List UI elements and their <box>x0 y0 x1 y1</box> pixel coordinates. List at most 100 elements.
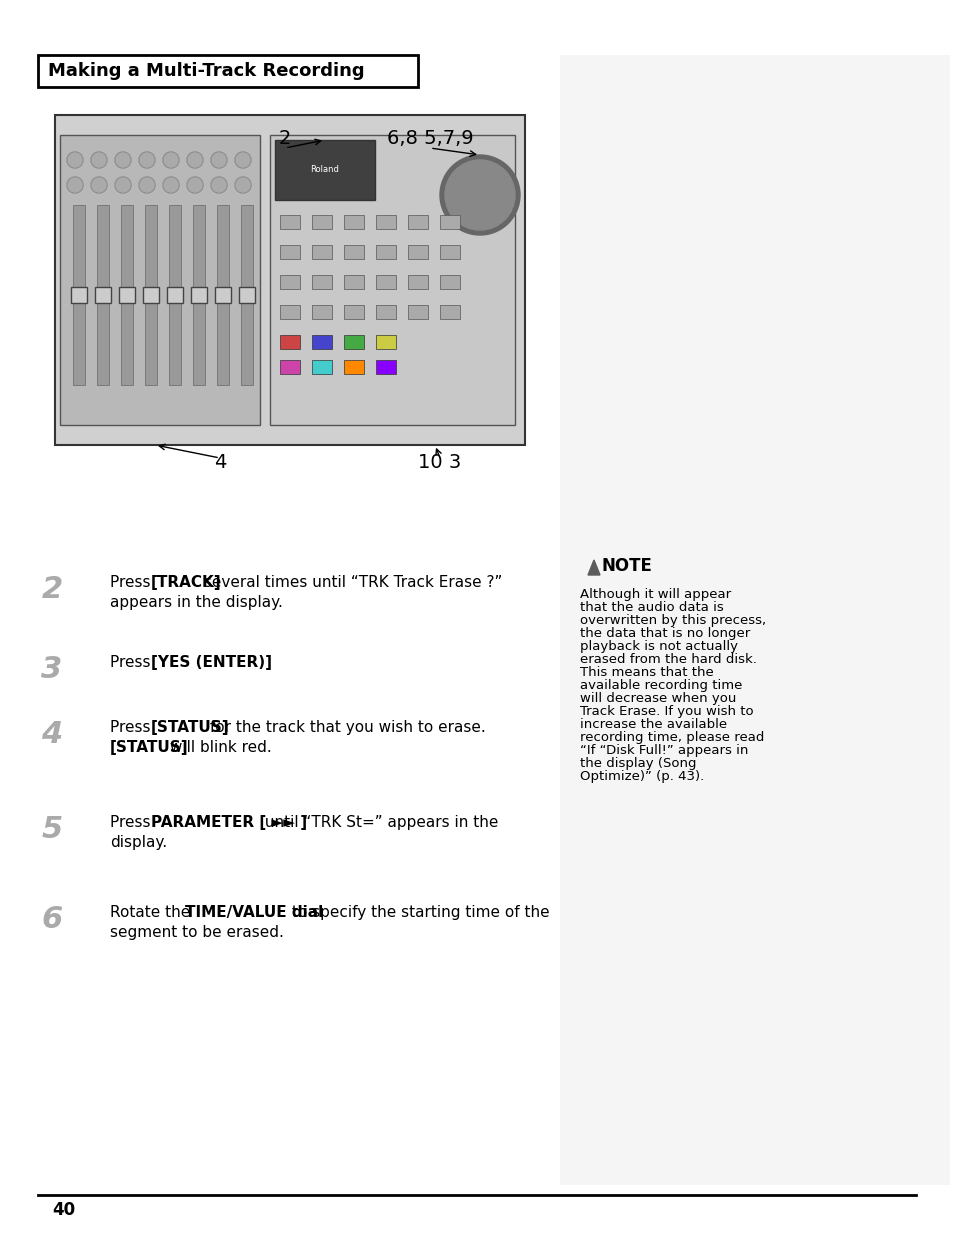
FancyBboxPatch shape <box>193 205 205 385</box>
FancyBboxPatch shape <box>216 205 229 385</box>
FancyBboxPatch shape <box>270 135 515 424</box>
Text: segment to be erased.: segment to be erased. <box>110 925 284 939</box>
Text: 2: 2 <box>278 129 291 148</box>
Text: 5: 5 <box>41 815 63 844</box>
FancyBboxPatch shape <box>312 276 332 289</box>
Circle shape <box>234 177 251 194</box>
Circle shape <box>163 177 179 194</box>
Text: the data that is no longer: the data that is no longer <box>579 627 749 640</box>
FancyBboxPatch shape <box>169 205 181 385</box>
Text: [STATUS]: [STATUS] <box>151 720 230 735</box>
Text: until “TRK St=” appears in the: until “TRK St=” appears in the <box>260 815 497 830</box>
Text: overwritten by this precess,: overwritten by this precess, <box>579 614 765 627</box>
Text: 10 3: 10 3 <box>418 453 461 472</box>
FancyBboxPatch shape <box>312 305 332 319</box>
Circle shape <box>235 177 250 192</box>
Text: Press: Press <box>110 655 155 670</box>
FancyBboxPatch shape <box>344 335 364 349</box>
Text: NOTE: NOTE <box>601 557 652 575</box>
FancyBboxPatch shape <box>408 244 428 259</box>
FancyBboxPatch shape <box>312 215 332 230</box>
Text: TIME/VALUE dial: TIME/VALUE dial <box>185 905 323 920</box>
Text: available recording time: available recording time <box>579 679 741 692</box>
FancyBboxPatch shape <box>344 244 364 259</box>
FancyBboxPatch shape <box>375 335 395 349</box>
Text: Roland: Roland <box>311 165 339 175</box>
FancyBboxPatch shape <box>121 205 132 385</box>
Text: playback is not actually: playback is not actually <box>579 640 738 653</box>
Text: will blink red.: will blink red. <box>164 740 271 755</box>
FancyBboxPatch shape <box>408 276 428 289</box>
Text: that the audio data is: that the audio data is <box>579 601 723 614</box>
Text: will decrease when you: will decrease when you <box>579 692 736 705</box>
FancyBboxPatch shape <box>375 360 395 374</box>
Text: 4: 4 <box>213 453 226 472</box>
Circle shape <box>187 177 203 194</box>
Circle shape <box>211 177 227 194</box>
Circle shape <box>91 151 107 168</box>
Circle shape <box>235 153 250 168</box>
Circle shape <box>67 151 83 168</box>
Text: for the track that you wish to erase.: for the track that you wish to erase. <box>205 720 486 735</box>
FancyBboxPatch shape <box>214 287 231 303</box>
FancyBboxPatch shape <box>375 305 395 319</box>
Text: Press: Press <box>110 575 155 589</box>
Circle shape <box>164 153 178 168</box>
FancyBboxPatch shape <box>344 305 364 319</box>
Circle shape <box>115 151 131 168</box>
Circle shape <box>140 177 153 192</box>
FancyBboxPatch shape <box>408 305 428 319</box>
Polygon shape <box>587 560 599 575</box>
FancyBboxPatch shape <box>312 335 332 349</box>
FancyBboxPatch shape <box>375 244 395 259</box>
Text: to specify the starting time of the: to specify the starting time of the <box>287 905 549 920</box>
FancyBboxPatch shape <box>280 215 299 230</box>
Circle shape <box>68 153 82 168</box>
FancyBboxPatch shape <box>38 55 417 87</box>
Circle shape <box>68 177 82 192</box>
FancyBboxPatch shape <box>119 287 135 303</box>
Circle shape <box>163 151 179 168</box>
Circle shape <box>139 177 154 194</box>
Text: erased from the hard disk.: erased from the hard disk. <box>579 653 756 666</box>
FancyBboxPatch shape <box>274 140 375 200</box>
FancyBboxPatch shape <box>344 215 364 230</box>
Circle shape <box>115 177 131 194</box>
FancyBboxPatch shape <box>145 205 157 385</box>
Circle shape <box>140 153 153 168</box>
Text: display.: display. <box>110 835 167 850</box>
Circle shape <box>187 151 203 168</box>
Circle shape <box>116 177 130 192</box>
FancyBboxPatch shape <box>71 287 87 303</box>
FancyBboxPatch shape <box>167 287 183 303</box>
FancyBboxPatch shape <box>344 360 364 374</box>
Circle shape <box>188 177 202 192</box>
Text: 3: 3 <box>41 655 63 684</box>
FancyBboxPatch shape <box>408 215 428 230</box>
Text: 6,8 5,7,9: 6,8 5,7,9 <box>386 129 473 148</box>
Text: appears in the display.: appears in the display. <box>110 594 283 611</box>
Text: Press: Press <box>110 815 155 830</box>
FancyBboxPatch shape <box>344 276 364 289</box>
Text: 4: 4 <box>41 720 63 750</box>
FancyBboxPatch shape <box>239 287 254 303</box>
FancyBboxPatch shape <box>95 287 111 303</box>
Circle shape <box>67 177 83 194</box>
FancyBboxPatch shape <box>439 305 459 319</box>
Circle shape <box>439 155 519 235</box>
FancyBboxPatch shape <box>60 135 260 424</box>
Text: Although it will appear: Although it will appear <box>579 588 730 601</box>
FancyBboxPatch shape <box>97 205 109 385</box>
Text: Making a Multi-Track Recording: Making a Multi-Track Recording <box>48 62 364 79</box>
FancyBboxPatch shape <box>280 305 299 319</box>
Text: the display (Song: the display (Song <box>579 757 696 769</box>
FancyBboxPatch shape <box>439 276 459 289</box>
Circle shape <box>212 177 226 192</box>
FancyBboxPatch shape <box>280 276 299 289</box>
FancyBboxPatch shape <box>191 287 207 303</box>
Circle shape <box>164 177 178 192</box>
Text: [STATUS]: [STATUS] <box>110 740 189 755</box>
Text: This means that the: This means that the <box>579 666 713 679</box>
FancyBboxPatch shape <box>241 205 253 385</box>
Text: [TRACK]: [TRACK] <box>151 575 221 589</box>
